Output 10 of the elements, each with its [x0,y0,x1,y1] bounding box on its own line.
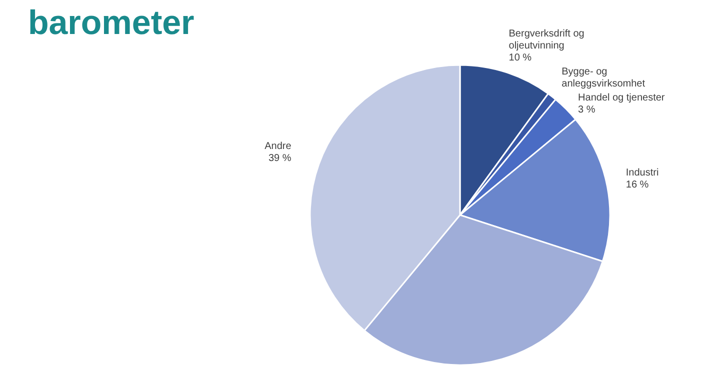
data-label: 3 % [578,104,596,116]
data-label: 39 % [268,153,292,164]
data-label: 10 % [508,52,532,64]
slice-label: Industri [626,167,659,178]
slice-label: Handel og tjenester [578,92,666,104]
data-label: 16 % [626,179,649,190]
slice-label: Bygge- og anleggsvirksomhet [562,66,646,90]
slice-label: Andre [264,141,292,152]
chart-title: barometer [28,4,194,43]
slice-label: Bergverksdrift og oljeutvinning [508,28,584,52]
